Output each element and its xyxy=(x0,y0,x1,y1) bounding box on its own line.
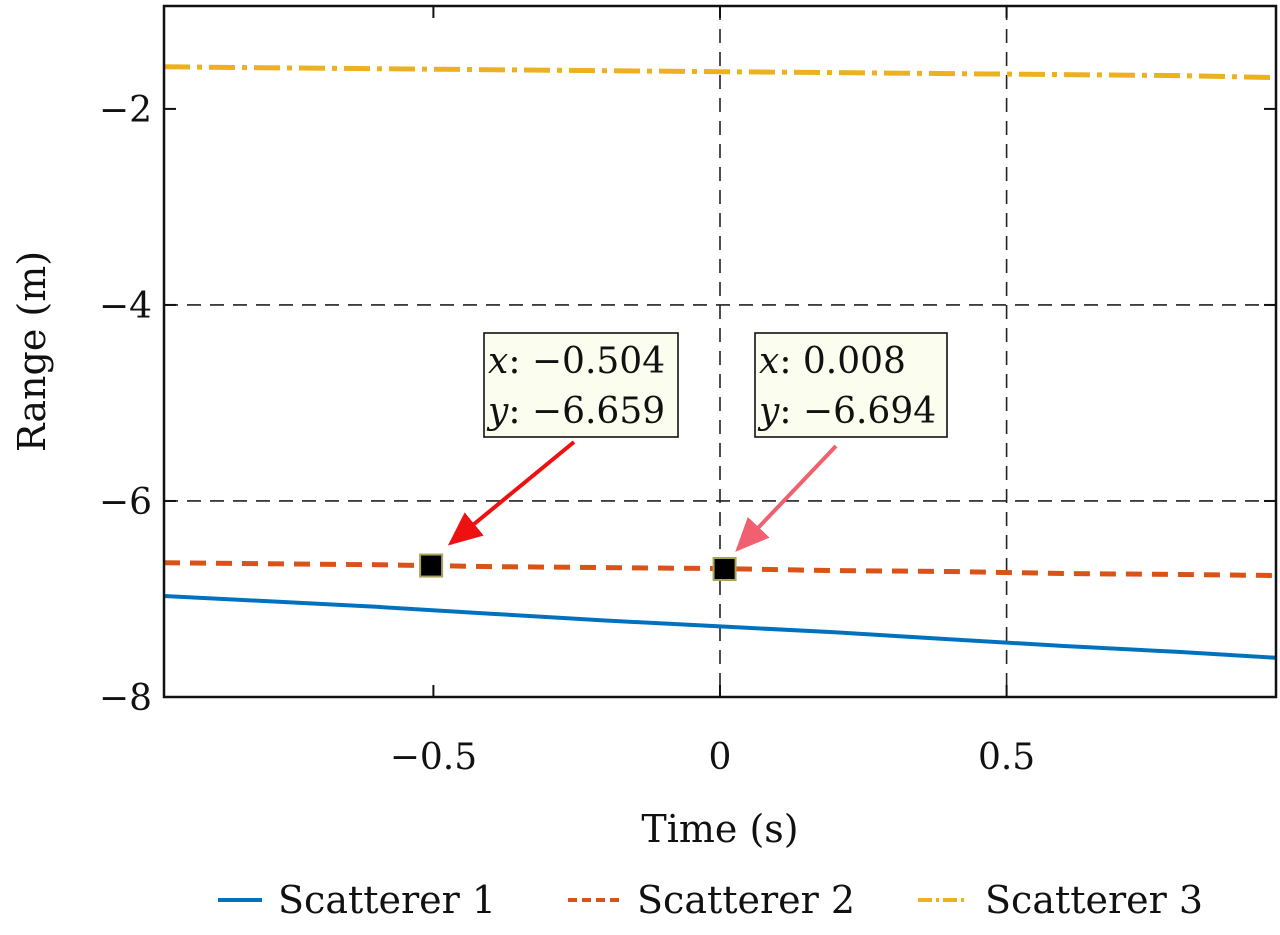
datatip-arrow xyxy=(447,440,576,546)
axis-ticks: −0.5 0 0.5 −8 −6 −4 −2 xyxy=(99,6,1276,778)
legend-label-1: Scatterer 1 xyxy=(278,878,496,922)
grid-lines xyxy=(164,6,1276,697)
datatip-y-value: : −6.659 xyxy=(508,391,665,432)
x-tick-label: 0 xyxy=(709,737,732,778)
datatip-x-var: x xyxy=(488,341,508,382)
y-axis-label: Range (m) xyxy=(10,251,54,452)
datatip-x-text: x: −0.504 xyxy=(488,341,665,382)
y-tick-label: −4 xyxy=(99,286,152,327)
y-tick-label: −2 xyxy=(99,90,152,131)
series-line-3 xyxy=(163,64,1277,81)
legend-label-2: Scatterer 2 xyxy=(637,878,855,922)
y-tick-label: −6 xyxy=(99,482,152,523)
datatip-x-text: x: 0.008 xyxy=(759,341,906,382)
y-tick-label: −8 xyxy=(99,678,152,719)
datatip-x-var: x xyxy=(759,341,779,382)
datatip-x-value: : −0.504 xyxy=(508,341,665,382)
datatip-box xyxy=(754,332,948,438)
datatip-y-text: y: −6.659 xyxy=(486,391,665,432)
x-tick-label: −0.5 xyxy=(390,737,477,778)
datatip-y-text: y: −6.694 xyxy=(757,391,936,432)
legend-label-3: Scatterer 3 xyxy=(985,878,1203,922)
datatip-x-value: : 0.008 xyxy=(779,341,906,382)
datatip-y-value: : −6.694 xyxy=(779,391,936,432)
datatip-marker xyxy=(419,553,444,578)
datatip-y-var: y xyxy=(486,391,509,432)
x-axis-label: Time (s) xyxy=(641,807,798,851)
x-tick-label: 0.5 xyxy=(978,737,1035,778)
datatip-marker xyxy=(712,556,737,581)
datatip-y-var: y xyxy=(757,391,780,432)
series-line-1 xyxy=(163,594,1277,660)
legend: Scatterer 1 Scatterer 2 Scatterer 3 xyxy=(218,878,1203,922)
datatip-arrow xyxy=(735,444,838,552)
datatip-box xyxy=(483,332,679,438)
